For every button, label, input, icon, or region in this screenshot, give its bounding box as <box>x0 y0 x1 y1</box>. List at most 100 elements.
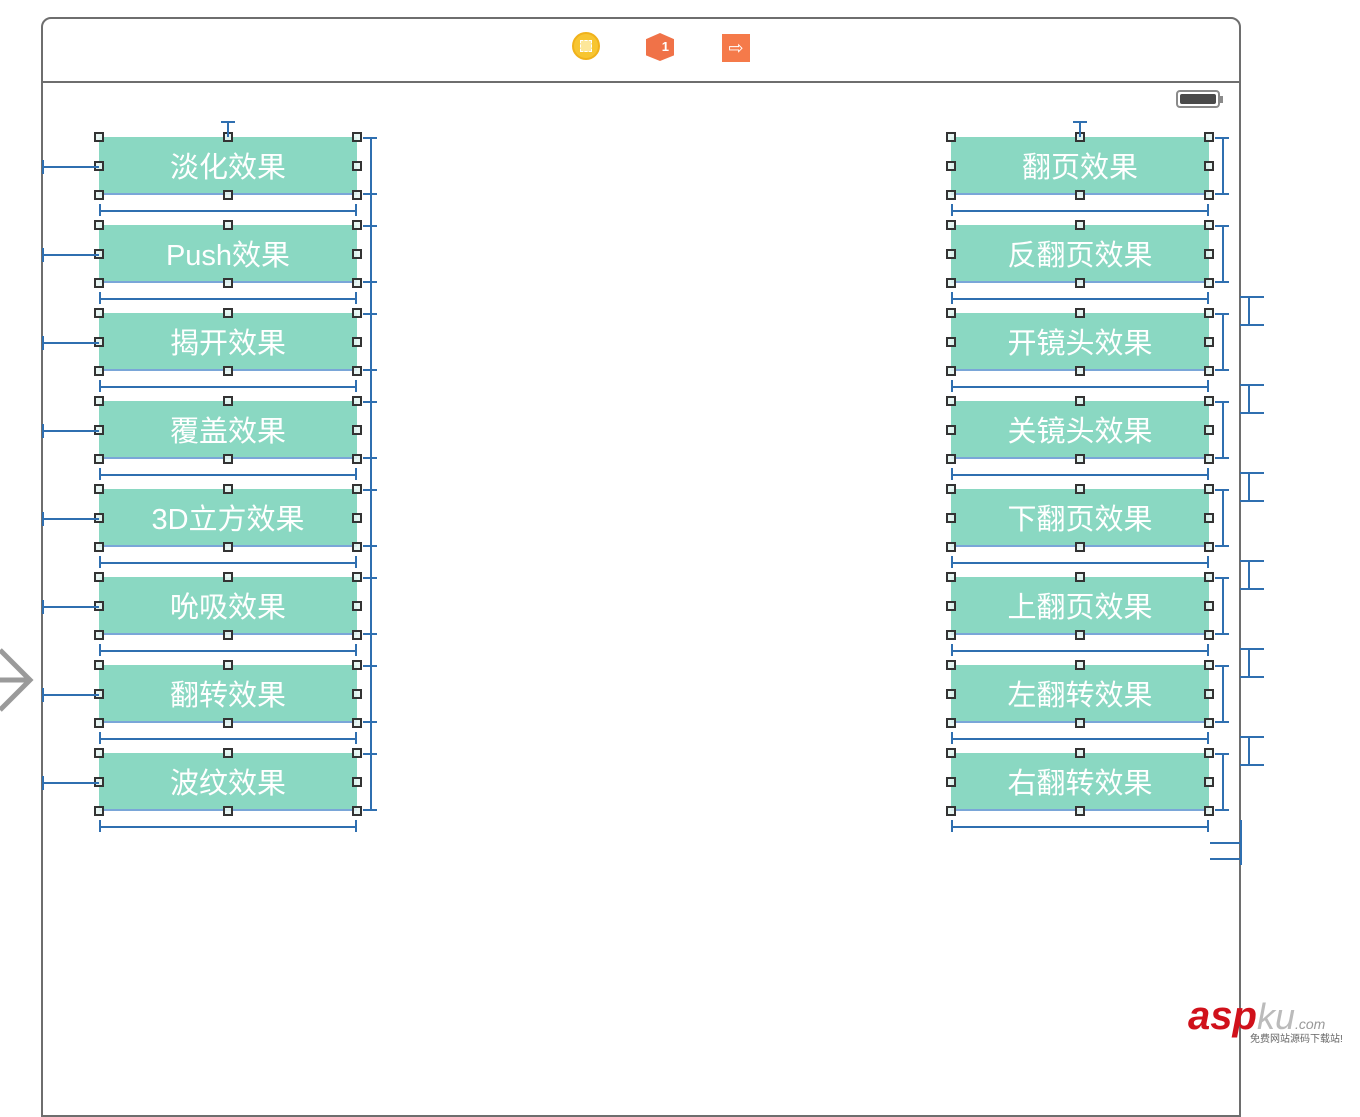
resize-handle[interactable] <box>94 454 104 464</box>
resize-handle[interactable] <box>223 308 233 318</box>
resize-handle[interactable] <box>223 630 233 640</box>
resize-handle[interactable] <box>1075 542 1085 552</box>
resize-handle[interactable] <box>946 542 956 552</box>
resize-handle[interactable] <box>1075 660 1085 670</box>
resize-handle[interactable] <box>946 630 956 640</box>
resize-handle[interactable] <box>946 484 956 494</box>
entry-point-arrow-icon[interactable] <box>0 648 36 712</box>
right-button-5[interactable]: 上翻页效果 <box>951 577 1209 635</box>
resize-handle[interactable] <box>352 308 362 318</box>
resize-handle[interactable] <box>94 308 104 318</box>
resize-handle[interactable] <box>94 366 104 376</box>
resize-handle[interactable] <box>352 278 362 288</box>
resize-handle[interactable] <box>1204 806 1214 816</box>
resize-handle[interactable] <box>946 513 956 523</box>
left-button-1[interactable]: Push效果 <box>99 225 357 283</box>
resize-handle[interactable] <box>1204 601 1214 611</box>
resize-handle[interactable] <box>94 718 104 728</box>
resize-handle[interactable] <box>1204 718 1214 728</box>
first-responder-icon[interactable]: 1 <box>646 33 674 61</box>
resize-handle[interactable] <box>946 777 956 787</box>
resize-handle[interactable] <box>946 748 956 758</box>
resize-handle[interactable] <box>352 161 362 171</box>
right-button-7[interactable]: 右翻转效果 <box>951 753 1209 811</box>
resize-handle[interactable] <box>352 660 362 670</box>
resize-handle[interactable] <box>1204 396 1214 406</box>
resize-handle[interactable] <box>223 572 233 582</box>
resize-handle[interactable] <box>946 601 956 611</box>
resize-handle[interactable] <box>946 806 956 816</box>
resize-handle[interactable] <box>946 190 956 200</box>
resize-handle[interactable] <box>946 718 956 728</box>
resize-handle[interactable] <box>352 132 362 142</box>
resize-handle[interactable] <box>352 572 362 582</box>
left-button-4[interactable]: 3D立方效果 <box>99 489 357 547</box>
resize-handle[interactable] <box>946 337 956 347</box>
resize-handle[interactable] <box>223 718 233 728</box>
left-button-2[interactable]: 揭开效果 <box>99 313 357 371</box>
resize-handle[interactable] <box>94 132 104 142</box>
resize-handle[interactable] <box>946 396 956 406</box>
resize-handle[interactable] <box>1204 220 1214 230</box>
resize-handle[interactable] <box>94 572 104 582</box>
resize-handle[interactable] <box>1075 220 1085 230</box>
resize-handle[interactable] <box>1075 190 1085 200</box>
resize-handle[interactable] <box>1204 689 1214 699</box>
resize-handle[interactable] <box>94 278 104 288</box>
resize-handle[interactable] <box>1204 630 1214 640</box>
resize-handle[interactable] <box>223 366 233 376</box>
resize-handle[interactable] <box>1204 748 1214 758</box>
left-button-0[interactable]: 淡化效果 <box>99 137 357 195</box>
resize-handle[interactable] <box>352 396 362 406</box>
resize-handle[interactable] <box>94 190 104 200</box>
resize-handle[interactable] <box>946 660 956 670</box>
resize-handle[interactable] <box>223 806 233 816</box>
resize-handle[interactable] <box>352 630 362 640</box>
resize-handle[interactable] <box>223 542 233 552</box>
right-button-0[interactable]: 翻页效果 <box>951 137 1209 195</box>
resize-handle[interactable] <box>1204 484 1214 494</box>
right-button-6[interactable]: 左翻转效果 <box>951 665 1209 723</box>
resize-handle[interactable] <box>223 484 233 494</box>
resize-handle[interactable] <box>1204 308 1214 318</box>
resize-handle[interactable] <box>352 190 362 200</box>
resize-handle[interactable] <box>1075 718 1085 728</box>
resize-handle[interactable] <box>223 748 233 758</box>
resize-handle[interactable] <box>1075 484 1085 494</box>
resize-handle[interactable] <box>1204 660 1214 670</box>
resize-handle[interactable] <box>223 220 233 230</box>
resize-handle[interactable] <box>946 220 956 230</box>
resize-handle[interactable] <box>1075 308 1085 318</box>
resize-handle[interactable] <box>946 249 956 259</box>
resize-handle[interactable] <box>1204 278 1214 288</box>
resize-handle[interactable] <box>946 161 956 171</box>
left-button-5[interactable]: 吮吸效果 <box>99 577 357 635</box>
resize-handle[interactable] <box>223 454 233 464</box>
resize-handle[interactable] <box>352 425 362 435</box>
resize-handle[interactable] <box>94 542 104 552</box>
right-button-2[interactable]: 开镜头效果 <box>951 313 1209 371</box>
view-controller-icon[interactable] <box>572 32 600 60</box>
resize-handle[interactable] <box>946 278 956 288</box>
resize-handle[interactable] <box>946 425 956 435</box>
resize-handle[interactable] <box>223 660 233 670</box>
resize-handle[interactable] <box>1204 249 1214 259</box>
resize-handle[interactable] <box>1204 337 1214 347</box>
left-button-3[interactable]: 覆盖效果 <box>99 401 357 459</box>
resize-handle[interactable] <box>946 132 956 142</box>
resize-handle[interactable] <box>946 366 956 376</box>
resize-handle[interactable] <box>94 630 104 640</box>
resize-handle[interactable] <box>1204 572 1214 582</box>
resize-handle[interactable] <box>1075 366 1085 376</box>
resize-handle[interactable] <box>1075 806 1085 816</box>
resize-handle[interactable] <box>1204 454 1214 464</box>
resize-handle[interactable] <box>352 366 362 376</box>
resize-handle[interactable] <box>1075 572 1085 582</box>
resize-handle[interactable] <box>352 249 362 259</box>
resize-handle[interactable] <box>946 308 956 318</box>
resize-handle[interactable] <box>1075 396 1085 406</box>
resize-handle[interactable] <box>1204 161 1214 171</box>
exit-icon[interactable]: ⇨ <box>722 34 750 62</box>
resize-handle[interactable] <box>946 689 956 699</box>
resize-handle[interactable] <box>1075 748 1085 758</box>
